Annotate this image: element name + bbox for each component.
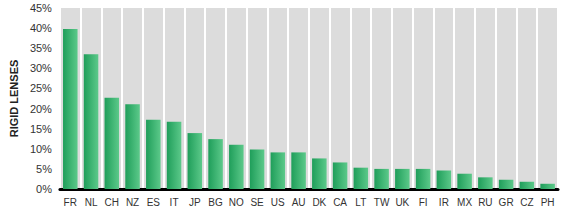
svg-text:DK: DK xyxy=(312,197,326,208)
svg-text:ES: ES xyxy=(147,197,161,208)
svg-text:CZ: CZ xyxy=(520,197,533,208)
svg-text:BG: BG xyxy=(208,197,223,208)
svg-text:FI: FI xyxy=(419,197,428,208)
svg-text:AU: AU xyxy=(292,197,306,208)
svg-text:IR: IR xyxy=(439,197,449,208)
svg-text:RU: RU xyxy=(478,197,492,208)
svg-text:5%: 5% xyxy=(36,163,52,175)
svg-text:US: US xyxy=(271,197,285,208)
svg-text:IT: IT xyxy=(170,197,179,208)
svg-text:MX: MX xyxy=(457,197,472,208)
svg-text:15%: 15% xyxy=(30,123,52,135)
svg-text:40%: 40% xyxy=(30,22,52,34)
svg-text:10%: 10% xyxy=(30,143,52,155)
svg-text:GR: GR xyxy=(499,197,514,208)
svg-text:35%: 35% xyxy=(30,42,52,54)
svg-text:SE: SE xyxy=(250,197,264,208)
svg-text:UK: UK xyxy=(395,197,409,208)
svg-text:TW: TW xyxy=(374,197,390,208)
svg-text:NL: NL xyxy=(85,197,98,208)
svg-text:25%: 25% xyxy=(30,82,52,94)
svg-text:LT: LT xyxy=(355,197,366,208)
svg-text:20%: 20% xyxy=(30,103,52,115)
svg-text:CH: CH xyxy=(105,197,119,208)
svg-text:30%: 30% xyxy=(30,62,52,74)
svg-text:45%: 45% xyxy=(30,2,52,14)
svg-text:PH: PH xyxy=(541,197,555,208)
svg-text:NO: NO xyxy=(229,197,244,208)
svg-text:0%: 0% xyxy=(36,183,52,195)
svg-text:RIGID LENSES: RIGID LENSES xyxy=(8,60,20,138)
svg-text:JP: JP xyxy=(189,197,201,208)
svg-text:FR: FR xyxy=(64,197,77,208)
svg-text:CA: CA xyxy=(333,197,347,208)
svg-text:NZ: NZ xyxy=(126,197,139,208)
